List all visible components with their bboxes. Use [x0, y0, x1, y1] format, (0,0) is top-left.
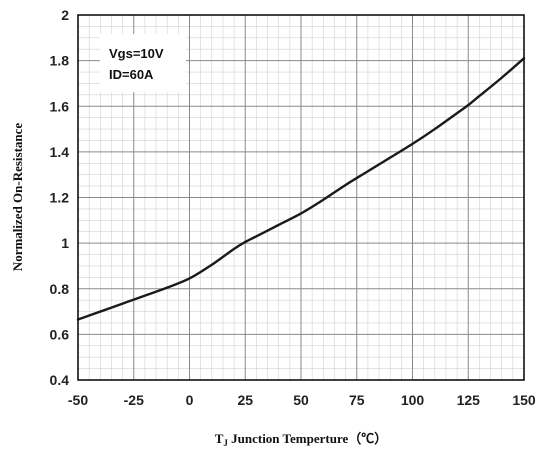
x-tick-label: 150 [512, 392, 536, 408]
note-line-id: ID=60A [109, 67, 154, 82]
note-line-vgs: Vgs=10V [109, 46, 164, 61]
y-tick-label: 0.6 [50, 326, 70, 342]
y-tick-label: 0.8 [50, 281, 70, 297]
x-tick-label: -50 [68, 392, 88, 408]
x-tick-labels: -50 -25 0 25 50 75 100 125 150 [68, 392, 536, 408]
x-axis-title-subscript: J [223, 438, 228, 448]
x-tick-label: -25 [124, 392, 144, 408]
plot-frame [77, 14, 525, 381]
x-tick-label: 125 [457, 392, 481, 408]
test-conditions-note: Vgs=10V ID=60A [100, 34, 186, 92]
x-tick-label: 75 [349, 392, 365, 408]
y-axis-title: Normalized On-Resistance [10, 123, 25, 272]
y-tick-label: 1 [61, 235, 69, 251]
y-tick-labels: 0.4 0.6 0.8 1 1.2 1.4 1.6 1.8 2 [50, 7, 70, 388]
x-axis-title: TJ Junction Temperture（℃） [215, 431, 388, 448]
x-axis-title-rest: Junction Temperture（℃） [228, 431, 387, 446]
y-tick-label: 1.2 [50, 190, 70, 206]
x-tick-label: 50 [293, 392, 309, 408]
y-tick-label: 1.8 [50, 53, 70, 69]
x-tick-label: 100 [401, 392, 425, 408]
x-axis-title-main: T [215, 431, 224, 446]
y-tick-label: 1.6 [50, 98, 70, 114]
x-tick-label: 0 [186, 392, 194, 408]
y-tick-label: 2 [61, 7, 69, 23]
y-tick-label: 0.4 [50, 372, 70, 388]
x-tick-label: 25 [237, 392, 253, 408]
series-line [76, 57, 526, 321]
y-tick-label: 1.4 [50, 144, 70, 160]
note-background [100, 34, 186, 92]
